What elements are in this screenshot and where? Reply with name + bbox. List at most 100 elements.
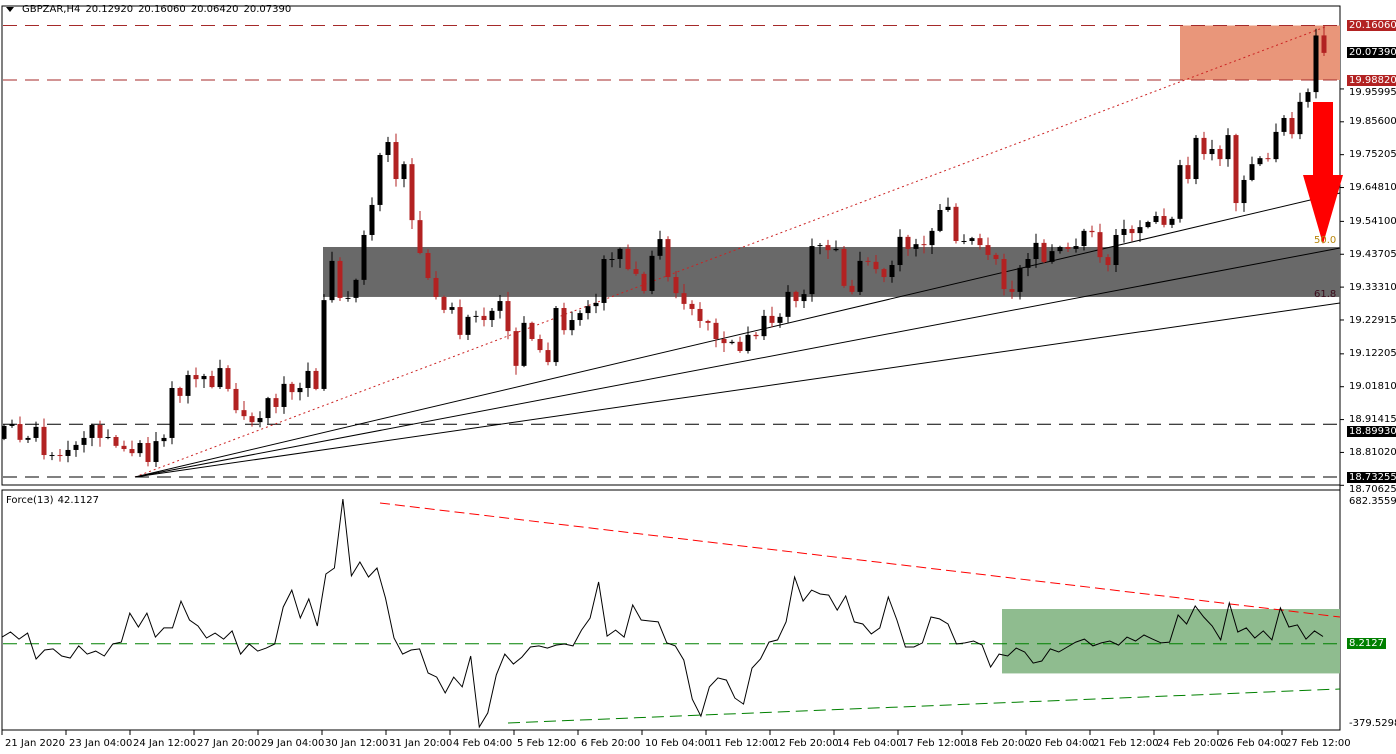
- candle-body: [321, 300, 327, 389]
- candle: [761, 309, 767, 340]
- high-value: 20.16060: [138, 4, 186, 15]
- candle: [49, 452, 55, 461]
- x-tick-label: 31 Jan 20:00: [389, 738, 453, 749]
- candle: [1201, 131, 1207, 160]
- candle-body: [993, 254, 999, 260]
- candle-body: [361, 234, 367, 280]
- x-tick-label: 30 Jan 12:00: [325, 738, 389, 749]
- candle: [233, 382, 239, 414]
- candle: [705, 319, 711, 331]
- candle: [153, 431, 159, 468]
- candle: [81, 431, 87, 453]
- candle: [481, 307, 487, 327]
- candle-body: [793, 291, 799, 302]
- candle: [545, 342, 551, 366]
- candle: [617, 247, 623, 268]
- candle: [745, 326, 751, 354]
- candle: [161, 434, 167, 447]
- candle: [697, 302, 703, 328]
- candle: [769, 306, 775, 328]
- candle: [1241, 175, 1247, 212]
- candle: [1313, 28, 1319, 99]
- candle-body: [481, 315, 487, 321]
- candle-body: [561, 308, 567, 331]
- candle-body: [425, 253, 431, 278]
- candle-body: [1313, 35, 1319, 93]
- candle: [1129, 225, 1135, 242]
- candle-body: [1041, 242, 1047, 262]
- candle-body: [257, 418, 263, 423]
- candle: [1185, 156, 1191, 184]
- candle-body: [193, 375, 199, 380]
- candle: [561, 302, 567, 335]
- candle: [1273, 123, 1279, 163]
- candle-body: [209, 375, 215, 388]
- candle-body: [1217, 148, 1223, 160]
- candle: [17, 416, 23, 443]
- candle: [1049, 244, 1055, 264]
- candle-body: [81, 437, 87, 445]
- x-tick-label: 6 Feb 20:00: [581, 738, 641, 749]
- candle: [1017, 265, 1023, 300]
- candle: [353, 278, 359, 303]
- candle: [193, 367, 199, 388]
- candle-body: [1089, 230, 1095, 233]
- candle: [817, 243, 823, 255]
- candle: [737, 336, 743, 353]
- candle: [889, 260, 895, 283]
- candle-body: [465, 316, 471, 335]
- candle: [1305, 88, 1311, 108]
- fan-line-61-8[interactable]: [134, 302, 1341, 478]
- candle-body: [825, 245, 831, 251]
- support-zone: [323, 246, 1340, 297]
- force-lower-trendline[interactable]: [507, 688, 1341, 724]
- candle-body: [1209, 148, 1215, 155]
- x-tick-label: 27 Feb 12:00: [1285, 738, 1351, 749]
- x-tick-label: 21 Feb 12:00: [1093, 738, 1159, 749]
- candle: [585, 300, 591, 320]
- candle: [425, 249, 431, 280]
- fan-line-50[interactable]: [134, 247, 1341, 478]
- candle: [393, 133, 399, 187]
- candle-body: [1057, 246, 1063, 252]
- candle: [1161, 208, 1167, 228]
- force-y-tick-label: 682.3559: [1349, 495, 1396, 507]
- candle: [713, 318, 719, 348]
- force-upper-trendline[interactable]: [379, 502, 1341, 618]
- candle-body: [913, 244, 919, 249]
- candle-body: [721, 338, 727, 344]
- candle-body: [569, 320, 575, 331]
- candle: [609, 252, 615, 268]
- candle-body: [1129, 228, 1135, 234]
- candle: [73, 441, 79, 457]
- candle-body: [1097, 232, 1103, 258]
- candle-body: [801, 294, 807, 302]
- dropdown-triangle-icon[interactable]: [6, 7, 14, 12]
- candle: [121, 440, 127, 452]
- candle-body: [377, 154, 383, 205]
- candle-body: [1145, 222, 1151, 228]
- candle-body: [625, 248, 631, 270]
- candle: [1097, 223, 1103, 263]
- candle-body: [73, 444, 79, 450]
- y-tick-label: 19.54100: [1349, 215, 1396, 227]
- y-tick-label: 19.95995: [1349, 86, 1396, 98]
- candle: [913, 238, 919, 257]
- force-y-tick-label: -379.5298: [1349, 717, 1396, 729]
- candle: [801, 289, 807, 309]
- candle: [1073, 238, 1079, 253]
- price-tag-support: 18.73255: [1347, 471, 1396, 483]
- y-tick-label: 19.85600: [1349, 116, 1396, 128]
- candle: [993, 252, 999, 265]
- candle-body: [1257, 158, 1263, 165]
- candle: [1193, 135, 1199, 185]
- candle-body: [129, 449, 135, 454]
- candle-body: [305, 370, 311, 388]
- candle: [777, 313, 783, 328]
- candle-body: [585, 306, 591, 314]
- low-value: 20.06420: [190, 4, 239, 15]
- fan-line-38-2[interactable]: [134, 192, 1341, 478]
- fib-fan-base-line[interactable]: [134, 26, 1326, 478]
- candle: [201, 373, 207, 388]
- candle: [537, 334, 543, 353]
